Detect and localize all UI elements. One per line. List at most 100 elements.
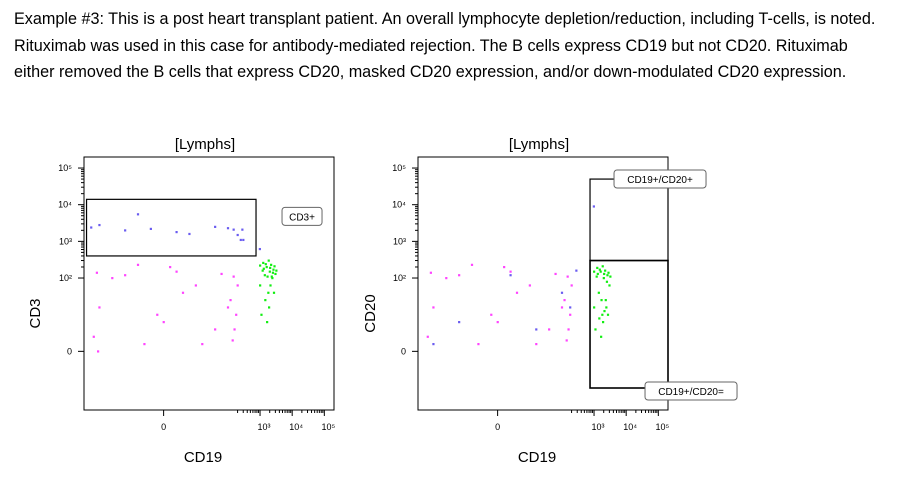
event-point xyxy=(565,339,568,342)
x-tick-label: 10⁵ xyxy=(655,422,669,432)
event-point xyxy=(592,205,595,208)
event-point xyxy=(515,291,519,294)
y-tick-label: 10⁴ xyxy=(392,200,406,210)
event-point xyxy=(265,265,268,269)
event-point xyxy=(604,299,607,302)
event-point xyxy=(261,269,264,272)
event-point xyxy=(509,274,512,277)
event-point xyxy=(259,264,262,267)
event-point xyxy=(503,265,506,269)
y-tick-label: 10⁵ xyxy=(58,163,72,173)
event-point xyxy=(268,270,271,273)
event-point xyxy=(111,277,114,280)
event-point xyxy=(566,275,569,278)
event-point xyxy=(567,328,570,331)
event-point xyxy=(548,328,551,331)
y-tick-label: 10⁴ xyxy=(58,200,72,210)
event-point xyxy=(262,261,265,265)
event-point xyxy=(603,272,606,276)
event-point xyxy=(236,233,239,237)
event-point xyxy=(596,272,599,276)
event-point xyxy=(535,328,538,331)
event-point xyxy=(602,277,605,280)
event-point xyxy=(92,335,95,338)
plot-frame xyxy=(83,156,335,411)
event-point xyxy=(233,328,236,331)
event-point xyxy=(593,306,596,309)
event-point xyxy=(136,213,140,216)
event-point xyxy=(490,313,493,316)
event-point xyxy=(563,299,566,302)
event-point xyxy=(266,321,269,324)
event-point xyxy=(272,268,275,271)
event-point xyxy=(97,350,100,353)
event-point xyxy=(477,343,480,346)
event-point xyxy=(242,238,245,242)
event-point xyxy=(175,230,178,234)
x-tick-label: 10³ xyxy=(592,422,605,432)
event-point xyxy=(269,284,272,287)
event-point xyxy=(124,274,127,277)
event-point xyxy=(607,271,610,274)
event-point xyxy=(232,228,235,231)
gate-label-box xyxy=(613,169,707,189)
event-point xyxy=(226,306,230,309)
event-point xyxy=(470,263,474,266)
event-point xyxy=(236,284,239,287)
event-point xyxy=(605,306,608,309)
event-point xyxy=(201,343,204,346)
event-point xyxy=(263,274,266,277)
event-point xyxy=(604,269,607,272)
event-point xyxy=(264,263,267,266)
panel-title: [Lymphs] xyxy=(509,136,569,153)
scatter-panel-2: [Lymphs] CD19 CD20 0 10³ 10⁴ 10⁵ 0 10² 10³ 10⁴ 10⁵ C… xyxy=(362,136,738,466)
event-point xyxy=(124,229,127,232)
y-axis-label: CD3 xyxy=(27,298,44,328)
event-point xyxy=(569,306,572,309)
event-point xyxy=(156,313,159,316)
event-point xyxy=(458,274,461,277)
event-point xyxy=(220,272,223,276)
event-point xyxy=(241,228,244,231)
event-point xyxy=(98,223,101,227)
event-point xyxy=(270,263,273,266)
event-point xyxy=(149,227,152,231)
x-tick-label: 0 xyxy=(495,422,500,432)
event-point xyxy=(597,291,600,294)
event-point xyxy=(181,291,185,294)
y-tick-label: 10⁵ xyxy=(392,163,406,173)
event-point xyxy=(95,271,98,274)
event-point xyxy=(260,313,263,316)
event-point xyxy=(496,321,499,324)
event-point xyxy=(602,321,605,324)
event-point xyxy=(272,291,276,294)
event-point xyxy=(426,335,429,338)
x-axis-label: CD19 xyxy=(518,449,556,466)
x-tick-label: 0 xyxy=(161,422,166,432)
event-point xyxy=(214,328,217,331)
event-point xyxy=(231,339,234,342)
event-point xyxy=(605,280,609,283)
gate-region xyxy=(589,259,669,389)
event-point xyxy=(270,275,273,278)
event-point xyxy=(162,321,165,324)
event-point xyxy=(595,275,598,278)
event-point xyxy=(608,284,611,287)
event-point xyxy=(90,226,93,229)
event-point xyxy=(169,265,172,269)
event-point xyxy=(528,284,531,287)
event-point xyxy=(267,259,270,262)
event-point xyxy=(600,335,603,338)
event-point xyxy=(432,306,435,309)
event-point xyxy=(232,275,235,278)
event-point xyxy=(598,317,601,320)
event-point xyxy=(239,238,242,242)
event-point xyxy=(258,247,261,251)
x-tick-label: 10⁴ xyxy=(289,422,303,432)
event-point xyxy=(594,328,597,331)
y-tick-label: 10² xyxy=(393,273,406,283)
event-point xyxy=(596,266,599,270)
y-axis-label: CD20 xyxy=(362,294,379,332)
event-point xyxy=(535,343,538,346)
gate-label-box xyxy=(644,381,738,401)
